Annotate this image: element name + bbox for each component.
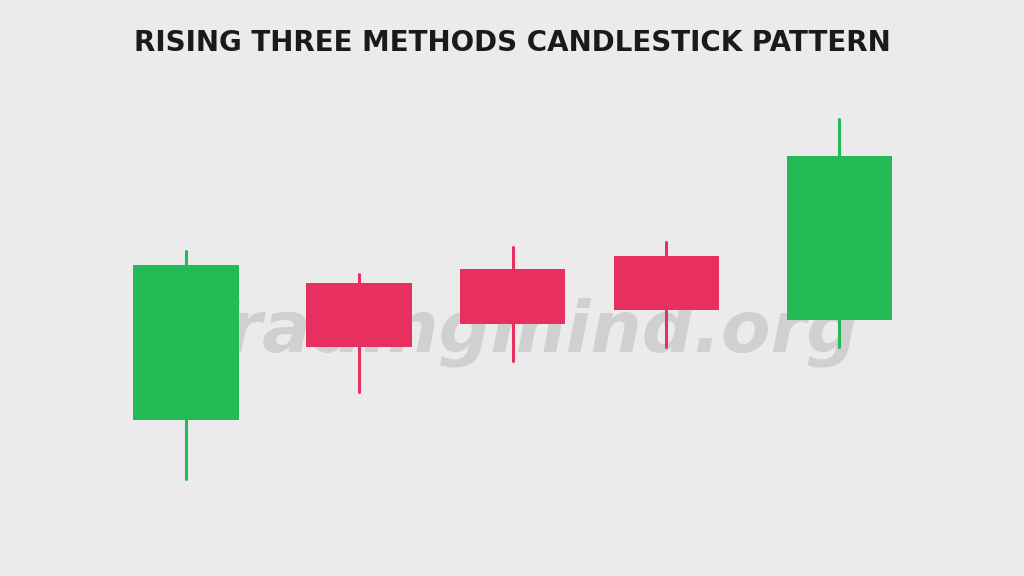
- Text: Tradingmind.org: Tradingmind.org: [185, 297, 859, 367]
- Bar: [306, 283, 412, 347]
- Bar: [460, 270, 565, 324]
- Bar: [133, 265, 239, 420]
- Bar: [613, 256, 719, 310]
- Text: RISING THREE METHODS CANDLESTICK PATTERN: RISING THREE METHODS CANDLESTICK PATTERN: [133, 29, 891, 57]
- Bar: [786, 156, 892, 320]
